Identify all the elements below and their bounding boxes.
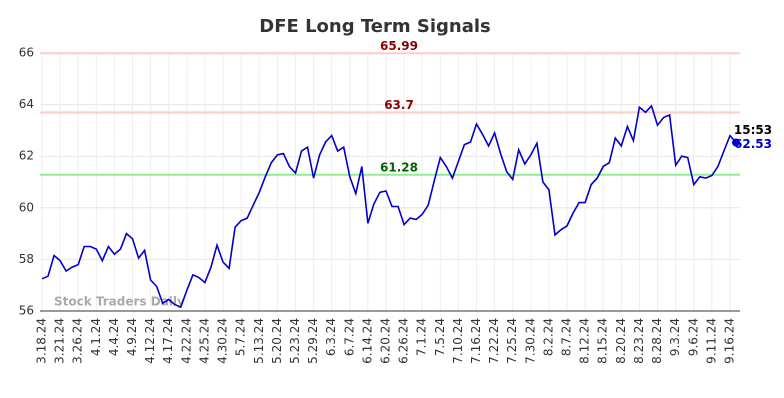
y-tick-label: 66: [19, 46, 34, 60]
x-tick-label: 5.20.24: [270, 318, 284, 364]
x-tick-label: 9.16.24: [722, 318, 736, 364]
x-tick-label: 4.17.24: [161, 318, 175, 364]
signal-label: 61.28: [380, 160, 418, 174]
x-tick-label: 8.28.24: [650, 318, 664, 364]
y-tick-label: 62: [19, 149, 34, 163]
last-point: [732, 138, 740, 147]
x-tick-label: 4.30.24: [216, 318, 230, 364]
chart-title: DFE Long Term Signals: [259, 16, 490, 37]
x-tick-label: 4.12.24: [143, 318, 157, 364]
x-tick-label: 6.26.24: [397, 318, 411, 364]
x-tick-label: 8.7.24: [560, 318, 574, 356]
x-tick-label: 7.16.24: [469, 318, 483, 364]
x-tick-label: 5.29.24: [306, 318, 320, 364]
x-tick-label: 3.21.24: [53, 318, 67, 364]
y-tick-label: 64: [19, 97, 34, 111]
x-tick-label: 3.26.24: [71, 318, 85, 364]
x-tick-label: 4.1.24: [89, 318, 103, 356]
x-tick-label: 7.5.24: [433, 318, 447, 356]
x-tick-label: 3.18.24: [35, 318, 49, 364]
x-tick-label: 9.11.24: [704, 318, 718, 364]
x-tick-label: 5.13.24: [252, 318, 266, 364]
watermark: Stock Traders Daily: [54, 295, 185, 309]
x-tick-label: 7.25.24: [505, 318, 519, 364]
last-value: 62.53: [734, 137, 772, 151]
x-tick-label: 6.3.24: [324, 318, 338, 356]
price-line: [41, 104, 737, 309]
x-tick-label: 4.22.24: [179, 318, 193, 364]
x-tick-label: 5.7.24: [234, 318, 248, 356]
x-tick-label: 8.2.24: [541, 318, 555, 356]
x-tick-label: 6.7.24: [342, 318, 356, 356]
signal-label: 63.7: [384, 98, 414, 112]
last-time: 15:53: [734, 123, 772, 137]
x-tick-label: 7.30.24: [523, 318, 537, 364]
x-tick-label: 6.14.24: [360, 318, 374, 364]
x-tick-label: 9.6.24: [686, 318, 700, 356]
signal-label: 65.99: [380, 39, 418, 53]
x-tick-label: 7.22.24: [487, 318, 501, 364]
x-tick-label: 7.10.24: [451, 318, 465, 364]
x-tick-label: 8.20.24: [614, 318, 628, 364]
x-tick-label: 7.1.24: [415, 318, 429, 356]
y-tick-label: 58: [19, 252, 34, 266]
y-tick-label: 56: [19, 304, 34, 318]
y-tick-label: 60: [19, 200, 34, 214]
x-tick-label: 8.15.24: [596, 318, 610, 364]
x-tick-label: 8.12.24: [578, 318, 592, 364]
x-tick-label: 4.25.24: [197, 318, 211, 364]
x-tick-label: 9.3.24: [668, 318, 682, 356]
x-tick-label: 8.23.24: [632, 318, 646, 364]
x-tick-label: 4.9.24: [125, 318, 139, 356]
x-tick-label: 6.20.24: [378, 318, 392, 364]
x-tick-label: 5.23.24: [288, 318, 302, 364]
x-tick-label: 4.4.24: [107, 318, 121, 356]
